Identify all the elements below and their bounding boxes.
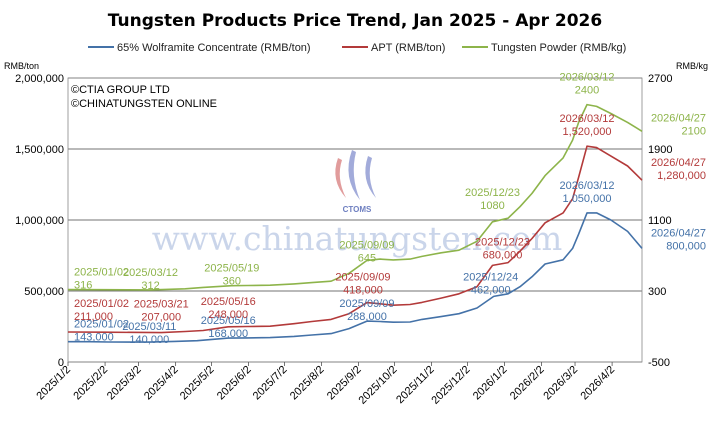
annotation-value: 2100	[682, 125, 706, 137]
annotation-date: 2026/03/12	[559, 180, 614, 192]
annotation-date: 2026/03/12	[559, 72, 614, 84]
copyright-line-2: ©CHINATUNGSTEN ONLINE	[71, 98, 217, 110]
right-axis-unit: RMB/kg	[676, 61, 708, 71]
x-tick-label: 2026/3/2	[541, 364, 580, 403]
annotation-value: 680,000	[483, 249, 523, 261]
annotation-date: 2026/04/27	[651, 227, 706, 239]
annotation-value: 248,000	[208, 309, 248, 321]
annotation-date: 2025/05/19	[204, 263, 259, 275]
annotation-date: 2025/09/09	[339, 298, 394, 310]
annotation-date: 2025/01/02	[74, 267, 129, 279]
annotation-value: 645	[358, 252, 376, 264]
annotation-date: 2025/03/12	[123, 267, 178, 279]
x-tick-label: 2025/3/2	[105, 364, 144, 403]
annotation-date: 2025/09/09	[335, 272, 390, 284]
annotation-value: 1,520,000	[563, 126, 612, 138]
y-left-tick-label: 1,000,000	[15, 215, 64, 227]
annotation-date: 2025/12/24	[463, 271, 518, 283]
annotation-value: 143,000	[74, 332, 114, 344]
x-tick-label: 2025/5/2	[178, 364, 217, 403]
x-tick-label: 2025/2/2	[71, 364, 110, 403]
annotation-value: 207,000	[141, 312, 181, 324]
annotation-value: 418,000	[343, 285, 383, 297]
annotation-value: 288,000	[347, 311, 387, 323]
watermark: CTOMS www.chinatungsten.com	[152, 150, 563, 258]
series-line-0	[68, 212, 643, 343]
legend-label-1: APT (RMB/ton)	[371, 42, 445, 54]
annotation-date: 2026/03/12	[559, 113, 614, 125]
watermark-text: www.chinatungsten.com	[152, 219, 563, 258]
y-left-tick-label: 500,000	[24, 286, 64, 298]
plot-frame	[67, 77, 643, 363]
x-tick-label: 2026/1/2	[471, 364, 510, 403]
watermark-logo-icon	[335, 150, 376, 200]
annotation-date: 2025/01/02	[74, 319, 129, 331]
legend: 65% Wolframite Concentrate (RMB/ton) APT …	[88, 42, 626, 54]
series-line-2	[67, 103, 643, 291]
annotation-value: 1,280,000	[657, 170, 706, 182]
y-left-tick-label: 1,500,000	[15, 144, 64, 156]
annotation-date: 2025/12/23	[475, 236, 530, 248]
y-right-tick-label: 1900	[648, 144, 672, 156]
y-left-tick-label: 0	[58, 357, 64, 369]
legend-label-0: 65% Wolframite Concentrate (RMB/ton)	[117, 42, 311, 54]
left-axis-unit: RMB/ton	[4, 61, 39, 71]
y-right-tick-label: -500	[648, 357, 670, 369]
series-line-1	[67, 145, 643, 334]
x-tick-label: 2025/12/2	[429, 364, 472, 407]
x-tick-label: 2025/10/2	[356, 364, 399, 407]
x-tick-label: 2025/4/2	[142, 364, 181, 403]
annotation-date: 2025/05/16	[201, 296, 256, 308]
chart-title: Tungsten Products Price Trend, Jan 2025 …	[108, 11, 602, 31]
annotation-value: 1,050,000	[563, 193, 612, 205]
annotation-value: 800,000	[666, 240, 706, 252]
annotations: 2025/01/02143,0002025/03/11140,0002025/0…	[74, 72, 706, 346]
x-tick-label: 2026/2/2	[508, 364, 547, 403]
y-right-tick-label: 300	[648, 286, 666, 298]
watermark-logo-text: CTOMS	[343, 205, 372, 214]
annotation-date: 2026/04/27	[651, 157, 706, 169]
annotation-value: 211,000	[74, 311, 113, 323]
annotation-date: 2025/12/23	[465, 187, 520, 199]
y-right-tick-label: 2700	[648, 73, 672, 85]
legend-label-2: Tungsten Powder (RMB/kg)	[491, 42, 626, 54]
annotation-value: 360	[223, 276, 241, 288]
annotation-value: 140,000	[129, 334, 169, 346]
x-tick-label: 2025/6/2	[215, 364, 254, 403]
annotation-date: 2025/03/11	[122, 321, 176, 333]
x-tick-label: 2026/4/2	[578, 364, 617, 403]
annotation-date: 2026/04/27	[651, 112, 706, 124]
x-tick-label: 2025/8/2	[288, 364, 327, 403]
x-tick-label: 2025/7/2	[251, 364, 290, 403]
x-tick-label: 2025/1/2	[34, 364, 73, 403]
annotation-date: 2025/05/16	[201, 315, 256, 327]
annotation-value: 462,000	[471, 284, 511, 296]
y-left-tick-label: 2,000,000	[15, 73, 64, 85]
annotation-value: 2400	[575, 85, 599, 97]
annotation-value: 1080	[480, 200, 504, 212]
annotation-value: 316	[74, 280, 92, 292]
annotation-value: 168,000	[208, 328, 248, 340]
annotation-date: 2025/03/21	[134, 299, 189, 311]
series-lines	[67, 103, 643, 343]
y-right-tick-label: 1100	[648, 215, 672, 227]
annotation-value: 312	[141, 280, 159, 292]
annotation-date: 2025/01/02	[74, 298, 129, 310]
annotation-date: 2025/09/09	[339, 239, 394, 251]
copyright-line-1: ©CTIA GROUP LTD	[71, 84, 170, 96]
